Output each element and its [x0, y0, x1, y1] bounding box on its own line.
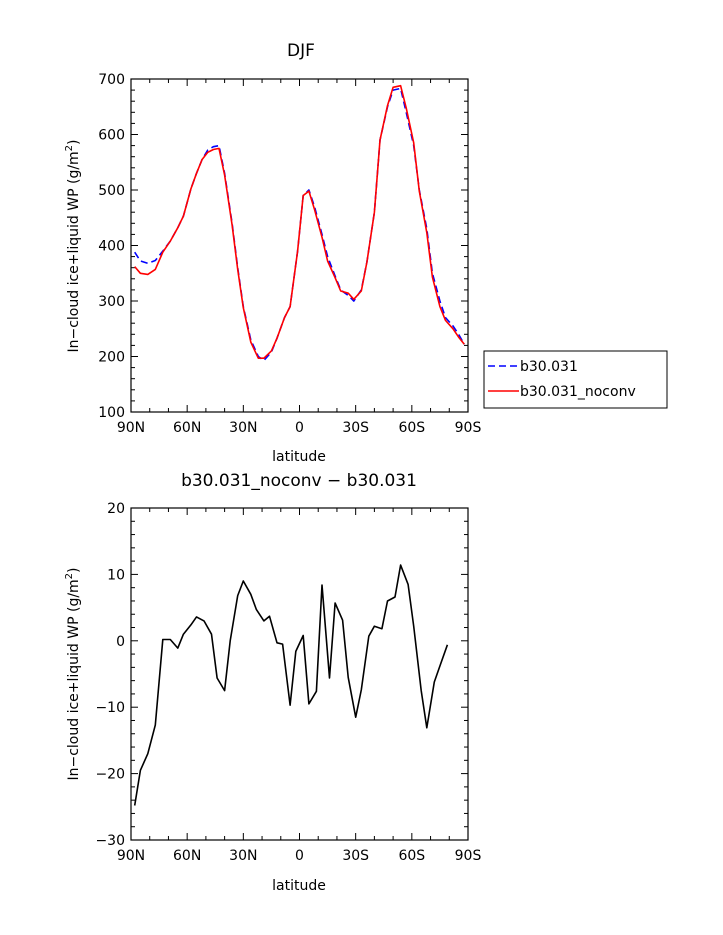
bottom-series-line-0	[133, 564, 449, 806]
top-x-tick-label: 30S	[342, 420, 369, 436]
top-series-layer	[134, 84, 465, 362]
legend-box	[483, 350, 668, 409]
top-y-tick-label: 200	[98, 350, 125, 366]
bottom-y-tick-labels: −30 −20 −10 0 10 20	[95, 501, 125, 849]
top-legend: b30.031 b30.031_noconv	[483, 350, 668, 409]
bottom-x-tick-label: 30N	[229, 848, 257, 864]
bottom-y-tick-label: 10	[107, 567, 125, 583]
bottom-x-tick-label: 60N	[173, 848, 201, 864]
bottom-plot-frame	[130, 507, 469, 841]
top-y-tick-label: 400	[98, 239, 125, 255]
bottom-y-tick-label: −20	[95, 767, 125, 783]
bottom-y-axis-label: In−cloud ice+liquid WP (g/m2)	[64, 567, 82, 780]
top-x-tick-label: 60S	[398, 420, 425, 436]
bottom-x-tick-label: 30S	[342, 848, 369, 864]
top-y-tick-labels: 100 200 300 400 500 600 700	[98, 72, 125, 421]
bottom-y-tick-label: −30	[95, 833, 125, 849]
bottom-x-tick-label: 0	[295, 848, 304, 864]
bottom-y-tick-label: 20	[107, 501, 125, 517]
top-panel: DJF 90N 60N 30N 0 30S 60S 90S 100 200 300 400 500 6…	[64, 41, 668, 465]
legend-label-b30-031: b30.031	[520, 359, 578, 375]
legend-label-b30-031-noconv: b30.031_noconv	[520, 384, 636, 400]
top-plot-frame	[130, 78, 469, 413]
bottom-y-tick-label: 0	[116, 634, 125, 650]
bottom-chart-title: b30.031_noconv − b30.031	[181, 471, 417, 491]
top-x-tick-label: 30N	[229, 420, 257, 436]
top-x-tick-label: 90S	[455, 420, 482, 436]
top-y-tick-label: 700	[98, 72, 125, 88]
top-x-tick-label: 90N	[117, 420, 145, 436]
bottom-x-axis-label: latitude	[272, 878, 326, 894]
top-x-axis-label: latitude	[272, 449, 326, 465]
top-series-line-1	[134, 84, 465, 359]
top-y-tick-label: 100	[98, 405, 125, 421]
top-y-tick-label: 300	[98, 294, 125, 310]
bottom-ticks	[130, 507, 469, 841]
top-y-axis-label: In−cloud ice+liquid WP (g/m2)	[64, 139, 82, 352]
bottom-x-tick-label: 60S	[398, 848, 425, 864]
top-x-tick-label: 60N	[173, 420, 201, 436]
bottom-x-tick-label: 90S	[455, 848, 482, 864]
bottom-x-tick-label: 90N	[117, 848, 145, 864]
top-y-tick-label: 600	[98, 128, 125, 144]
top-chart-title: DJF	[287, 41, 315, 61]
top-y-tick-label: 500	[98, 183, 125, 199]
top-x-tick-labels: 90N 60N 30N 0 30S 60S 90S	[117, 420, 482, 436]
top-x-tick-label: 0	[295, 420, 304, 436]
bottom-x-tick-labels: 90N 60N 30N 0 30S 60S 90S	[117, 848, 482, 864]
bottom-y-tick-label: −10	[95, 700, 125, 716]
top-ticks	[130, 78, 469, 413]
bottom-panel: b30.031_noconv − b30.031 90N 60N 30N 0 30S 60…	[64, 471, 481, 894]
bottom-series-layer	[133, 564, 449, 806]
